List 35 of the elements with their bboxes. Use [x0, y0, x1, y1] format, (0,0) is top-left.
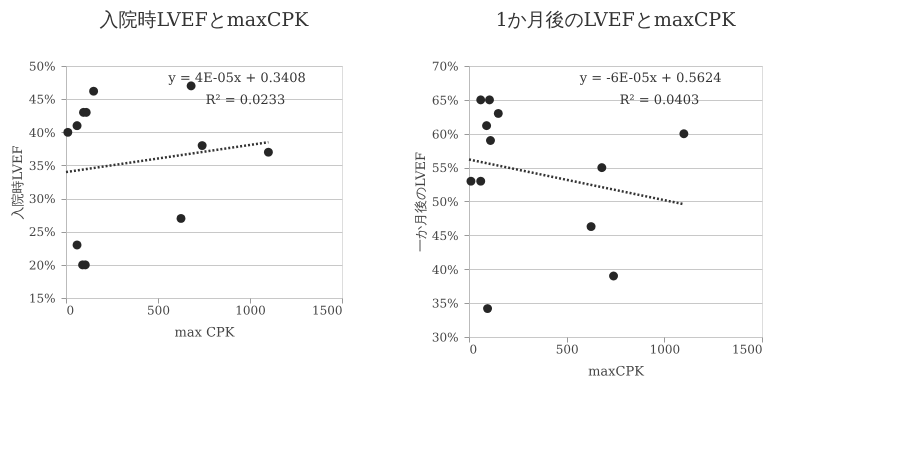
x-tick-label: 1000 [235, 304, 266, 318]
x-tick-label: 0 [470, 342, 478, 356]
x-tick-label: 1000 [650, 342, 680, 356]
chart-title: 1か月後のLVEFとmaxCPK [496, 9, 736, 31]
y-tick-label: 50% [432, 195, 458, 209]
x-tick-label: 1500 [312, 304, 342, 318]
annotation: R² = 0.0233 [206, 93, 286, 108]
annotation: R² = 0.0403 [620, 93, 700, 108]
y-tick-label: 45% [432, 228, 458, 243]
y-tick-label: 35% [432, 296, 458, 311]
annotation: y = -6E-05x + 0.5624 [578, 71, 722, 86]
y-tick-label: 60% [432, 127, 458, 142]
y-axis-title: 一か月後のLVEF [414, 152, 429, 252]
y-tick-label: 30% [432, 330, 458, 344]
x-axis-title: maxCPK [588, 364, 644, 380]
y-tick-label: 45% [28, 92, 56, 107]
y-tick-label: 40% [432, 262, 458, 277]
x-axis-title: max CPK [174, 326, 235, 340]
y-tick-label: 20% [28, 258, 56, 272]
y-tick-label: 25% [28, 225, 56, 240]
y-axis-title: 入院時LVEF [10, 146, 26, 220]
annotation: y = 4E-05x + 0.3408 [167, 71, 306, 86]
y-tick-label: 35% [28, 158, 56, 173]
chart-title: 入院時LVEFとmaxCPK [100, 9, 310, 31]
x-tick-label: 500 [556, 342, 579, 356]
y-tick-label: 30% [28, 192, 56, 206]
x-tick-label: 1500 [732, 342, 762, 356]
y-tick-label: 55% [432, 161, 458, 176]
y-tick-label: 70% [432, 60, 458, 74]
x-tick-label: 500 [147, 304, 170, 318]
y-tick-label: 15% [28, 292, 56, 306]
y-tick-label: 40% [28, 126, 56, 140]
y-tick-label: 65% [432, 93, 458, 108]
y-tick-label: 50% [28, 60, 56, 74]
x-tick-label: 0 [66, 304, 74, 318]
